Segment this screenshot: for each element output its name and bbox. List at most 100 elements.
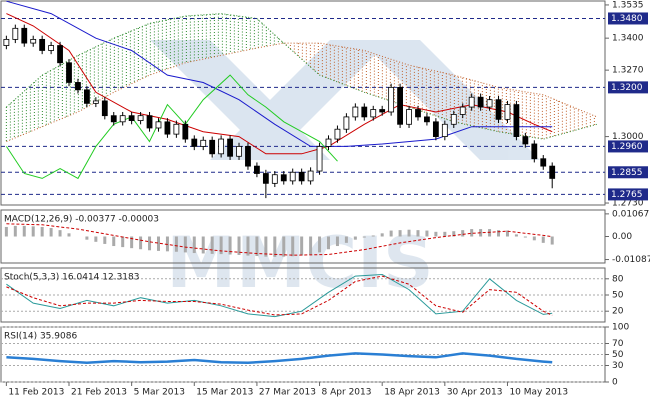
candle-body [119,115,126,123]
candle-body [146,115,153,129]
candle-body [92,100,99,104]
histogram-bar [183,236,187,253]
candle-body [486,99,493,108]
level-label: 1.2960 [611,142,643,152]
histogram-bar [94,236,98,242]
x-tick-label: 8 Apr 2013 [322,388,372,398]
histogram-bar [434,231,438,237]
candle-body [271,174,278,184]
histogram-bar [407,229,411,237]
histogram-bar [210,236,214,254]
histogram-bar [4,226,8,237]
histogram-bar [425,230,429,237]
y-tick-label: 80 [612,274,624,284]
histogram-bar [398,230,402,237]
candle-body [397,86,403,125]
candle-body [173,123,180,135]
candle-body [325,138,332,147]
histogram-bar [300,236,304,256]
histogram-bar [67,233,71,237]
histogram-bar [264,236,268,257]
histogram-bar [156,236,160,251]
histogram-bar [13,225,17,237]
indicator-line [6,275,553,316]
panel-title: Stoch(5,3,3) 16.0414 12.3183 [4,273,139,283]
logo-shape [360,40,540,160]
x-tick-label: 15 Mar 2013 [196,388,253,398]
candle-body [84,89,90,104]
indicator-line [6,13,553,155]
candle-body [39,38,46,51]
candle-body [361,106,368,118]
histogram-bar [192,236,196,254]
histogram-bar [255,236,259,257]
histogram-bar [103,236,107,244]
candle-body [128,115,135,121]
panel-title: MACD(12,26,9) -0.00377 -0.00003 [4,215,159,225]
histogram-bar [165,236,169,252]
histogram-bar [130,236,134,249]
candle-body [110,115,117,123]
y-tick-label: 50 [612,291,624,301]
candle-body [513,104,520,137]
histogram-bar [201,236,205,254]
candle-body [379,109,386,113]
level-label: 1.3200 [611,83,643,93]
histogram-bar [470,229,474,237]
x-tick-label: 21 Feb 2013 [71,388,127,398]
y-tick-label: 20 [612,307,624,317]
candle-body [522,136,529,145]
candle-body [531,143,538,160]
histogram-bar [452,231,456,237]
histogram-bar [282,236,286,257]
candle-body [57,45,63,64]
x-tick-label: 11 Feb 2013 [8,388,64,398]
histogram-bar [139,236,143,250]
candle-body [182,123,189,140]
y-tick-label: 70 [612,339,624,349]
candle-body [155,121,162,129]
candle-body [137,115,144,121]
y-tick-label: 1.2730 [612,199,644,209]
histogram-bar [121,236,125,248]
indicator-line [6,223,553,256]
candle-body [227,138,233,157]
level-box [608,188,648,201]
candle-body [75,82,81,91]
candle-body [218,138,225,155]
candle-body [236,146,242,157]
histogram-bar [228,236,232,255]
candle-body [30,38,37,44]
histogram-bar [148,236,152,251]
level-box [608,166,648,179]
candle-body [406,109,412,125]
candle-body [200,139,207,147]
panel-title: RSI(14) 35.9086 [4,332,77,342]
histogram-bar [461,230,465,237]
candle-body [66,62,72,83]
candle-body [164,121,171,135]
histogram-bar [318,236,322,253]
histogram-bar [550,236,554,245]
histogram-bar [49,228,53,237]
histogram-bar [514,234,518,237]
x-tick-label: 5 Mar 2013 [134,388,185,398]
histogram-bar [219,236,223,255]
histogram-bar [362,236,366,238]
level-box [608,140,648,153]
y-tick-label: 0 [612,378,618,388]
y-tick-label: 50 [612,350,624,360]
histogram-bar [488,229,492,237]
histogram-bar [273,236,277,257]
y-tick-label: -0.01087 [612,255,650,265]
histogram-bar [327,236,331,250]
histogram-bar [344,236,348,243]
candle-body [12,27,19,40]
histogram-bar [443,231,447,237]
histogram-bar [505,230,509,237]
x-tick-label: 18 Apr 2013 [384,388,440,398]
candle-body [504,104,511,120]
candle-body [101,100,108,117]
histogram-bar [380,233,384,237]
